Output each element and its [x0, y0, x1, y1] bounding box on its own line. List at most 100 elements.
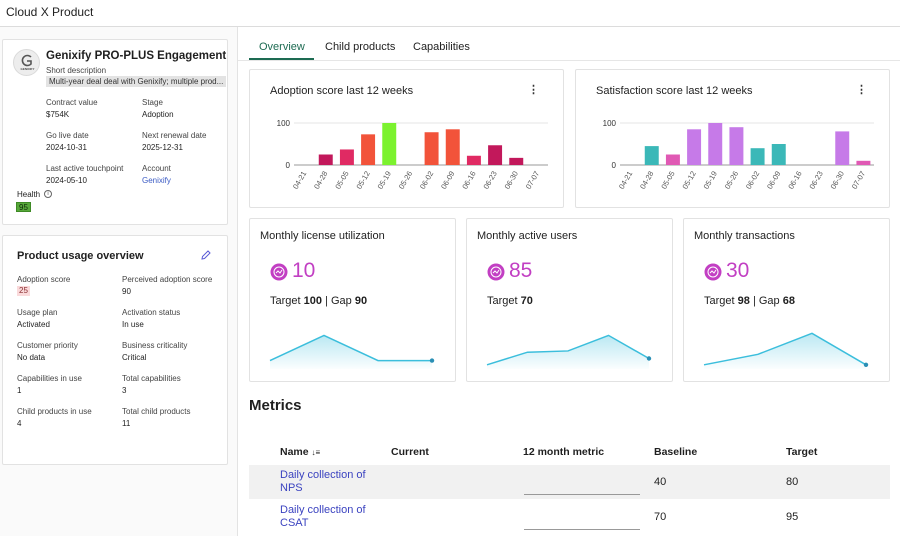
total-capabilities-label: Total capabilities	[122, 374, 181, 383]
x-tick-label: 06-16	[460, 170, 477, 191]
x-tick-label: 04-21	[291, 170, 308, 191]
health-label: Health	[17, 190, 41, 199]
more-options-icon[interactable]: ⋮	[856, 84, 867, 96]
bar-05-12[interactable]	[361, 134, 376, 165]
bar-06-30[interactable]	[509, 157, 524, 165]
active-users-title: Monthly active users	[477, 230, 578, 242]
bar-07-07[interactable]	[856, 160, 871, 165]
info-icon[interactable]: i	[44, 190, 52, 198]
bar-04-28[interactable]	[318, 154, 333, 166]
sort-icon[interactable]: ↓≡	[311, 448, 321, 457]
adoption-chart-title: Adoption score last 12 weeks	[270, 85, 414, 97]
x-tick-label: 06-30	[829, 170, 846, 191]
x-tick-label: 06-23	[481, 169, 498, 190]
active-tab-indicator	[249, 58, 314, 60]
x-tick-label: 06-09	[439, 170, 456, 191]
bar-04-28[interactable]	[644, 146, 659, 165]
metric-name-link[interactable]: Daily collection of NPS	[280, 469, 366, 494]
total-capabilities-value: 3	[122, 386, 127, 395]
y-tick-label: 100	[277, 119, 291, 128]
sparkline-end-point	[429, 358, 435, 363]
usage-plan-value: Activated	[17, 320, 50, 329]
activation-value: In use	[122, 320, 144, 329]
go-live-label: Go live date	[46, 131, 89, 140]
bar-05-05[interactable]	[339, 149, 354, 165]
x-tick-label: 06-16	[786, 170, 803, 191]
total-child-products-value: 11	[122, 419, 131, 428]
more-options-icon[interactable]: ⋮	[528, 84, 539, 96]
metric-baseline: 70	[654, 511, 667, 523]
bar-06-02[interactable]	[750, 148, 765, 165]
x-tick-label: 05-05	[333, 170, 350, 191]
child-products-in-use-label: Child products in use	[17, 407, 92, 416]
tab-overview[interactable]: Overview	[259, 41, 305, 53]
x-tick-label: 06-09	[765, 170, 782, 191]
activation-label: Activation status	[122, 308, 181, 317]
y-tick-label: 0	[286, 161, 291, 170]
bar-06-23[interactable]	[488, 145, 503, 165]
transactions-target: Target 98 | Gap 68	[704, 295, 795, 307]
x-tick-label: 06-30	[503, 170, 520, 191]
renewal-label: Next renewal date	[142, 131, 207, 140]
account-card: GENIXIFY Genixify PRO-PLUS Engagement Sh…	[2, 39, 228, 225]
y-tick-label: 100	[603, 119, 617, 128]
tabs-divider	[238, 60, 900, 61]
x-tick-label: 06-23	[807, 169, 824, 190]
license-utilization-card: Monthly license utilization 10 Target 10…	[249, 218, 456, 382]
perceived-score-value: 90	[122, 287, 131, 296]
bar-06-16[interactable]	[466, 155, 481, 165]
genixify-logo-icon	[21, 54, 32, 67]
x-tick-label: 07-07	[850, 170, 867, 191]
usage-title: Product usage overview	[17, 250, 144, 262]
bar-06-09[interactable]	[445, 129, 460, 165]
active-users-card: Monthly active users 85 Target 70	[466, 218, 673, 382]
x-tick-label: 06-02	[418, 170, 435, 191]
adoption-score-badge: 25	[17, 286, 30, 296]
column-header-target: Target	[786, 446, 818, 458]
account-link[interactable]: Genixify	[142, 176, 171, 185]
perceived-score-label: Perceived adoption score	[122, 275, 213, 284]
table-row	[249, 465, 890, 499]
total-child-products-label: Total child products	[122, 407, 191, 416]
top-bar: Cloud X Product	[0, 0, 900, 27]
metric-name-link[interactable]: Daily collection of CSAT	[280, 504, 366, 529]
column-header-name[interactable]: Name ↓≡	[280, 446, 321, 458]
account-name: Genixify PRO-PLUS Engagement	[46, 50, 227, 62]
satisfaction-chart-title: Satisfaction score last 12 weeks	[596, 85, 753, 97]
bar-05-05[interactable]	[665, 154, 680, 166]
bar-06-02[interactable]	[424, 132, 439, 165]
tab-child-products[interactable]: Child products	[325, 41, 396, 53]
stage-label: Stage	[142, 98, 163, 107]
metric-12-month-sparkline	[524, 502, 640, 530]
sparkline-end-point	[646, 356, 652, 361]
satisfaction-chart-card: Satisfaction score last 12 weeks ⋮ 0 100 0…	[575, 69, 890, 208]
transactions-title: Monthly transactions	[694, 230, 795, 242]
column-header-12-month-metric: 12 month metric	[523, 446, 605, 458]
usage-plan-label: Usage plan	[17, 308, 58, 317]
license-utilization-target: Target 100 | Gap 90	[270, 295, 368, 307]
edit-pencil-icon[interactable]	[201, 250, 211, 260]
bar-06-30[interactable]	[835, 131, 850, 165]
child-products-in-use-value: 4	[17, 419, 22, 428]
health-badge: 95	[16, 202, 31, 212]
sparkline-end-point	[863, 362, 869, 367]
short-description-value: Multi-year deal deal with Genixify; mult…	[46, 76, 226, 87]
bar-06-09[interactable]	[771, 144, 786, 165]
bar-05-19[interactable]	[382, 123, 397, 165]
bar-05-26[interactable]	[729, 127, 744, 165]
active-users-target: Target 70	[487, 295, 533, 307]
criticality-label: Business criticality	[122, 341, 188, 350]
sparkline-line	[486, 334, 650, 366]
x-tick-label: 05-12	[680, 170, 697, 191]
adoption-chart-card: Adoption score last 12 weeks ⋮ 0 100 04-21…	[249, 69, 564, 208]
short-description-label: Short description	[46, 66, 107, 75]
transactions-sparkline	[703, 332, 869, 369]
account-label: Account	[142, 164, 171, 173]
bar-05-19[interactable]	[708, 123, 723, 165]
account-logo: GENIXIFY	[13, 49, 40, 76]
bar-05-12[interactable]	[687, 129, 702, 165]
tab-capabilities[interactable]: Capabilities	[413, 41, 470, 53]
app-title: Cloud X Product	[6, 5, 94, 19]
sparkline-line	[269, 334, 432, 362]
